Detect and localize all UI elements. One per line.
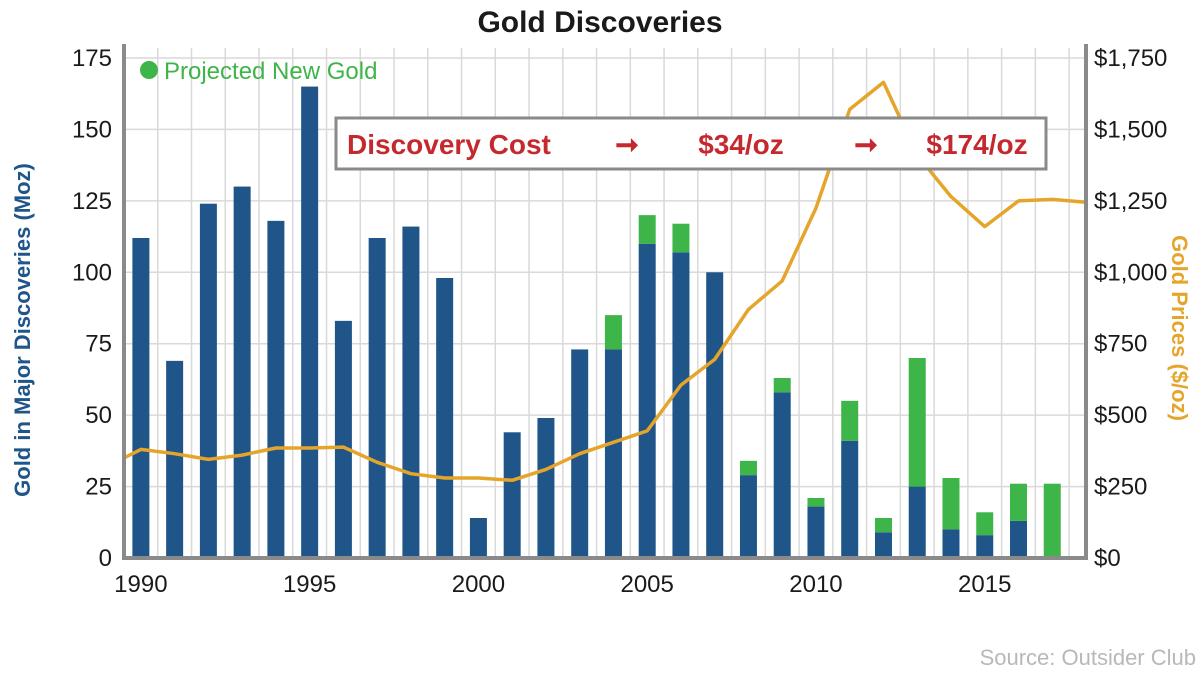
bar-major-discovery — [301, 86, 319, 559]
bar-projected-new-gold — [672, 223, 690, 253]
bar-projected-new-gold — [874, 518, 892, 533]
bar-major-discovery — [638, 243, 656, 558]
bar-major-discovery — [267, 220, 285, 558]
annotation-value-1: $34/oz — [698, 129, 784, 160]
bars — [132, 86, 1061, 559]
bar-major-discovery — [874, 532, 892, 558]
left-tick-label: 175 — [72, 45, 112, 72]
right-axis-label: Gold Prices ($/oz) — [1167, 235, 1192, 421]
bar-projected-new-gold — [604, 315, 622, 350]
bar-major-discovery — [402, 226, 420, 559]
x-tick-label: 2005 — [620, 571, 673, 598]
right-axis-ticks: $0 $250 $500 $750 $1,000 $1,250 $1,500 $1,750 — [1094, 45, 1167, 572]
right-tick-label: $0 — [1094, 545, 1121, 572]
bar-major-discovery — [908, 486, 926, 558]
bar-major-discovery — [132, 238, 150, 558]
source-note: Source: Outsider Club — [980, 645, 1196, 670]
bar-projected-new-gold — [841, 400, 859, 441]
bar-projected-new-gold — [739, 460, 757, 476]
right-tick-label: $1,500 — [1094, 116, 1167, 143]
right-tick-label: $750 — [1094, 331, 1147, 358]
bar-major-discovery — [503, 432, 521, 558]
left-tick-label: 100 — [72, 259, 112, 286]
legend-label-projected: Projected New Gold — [164, 58, 377, 85]
bar-major-discovery — [1009, 520, 1027, 558]
right-tick-label: $250 — [1094, 474, 1147, 501]
bar-projected-new-gold — [807, 498, 825, 507]
bar-major-discovery — [537, 418, 555, 558]
left-tick-label: 75 — [85, 331, 112, 358]
annotation-label: Discovery Cost — [347, 129, 551, 160]
left-tick-label: 150 — [72, 116, 112, 143]
left-tick-label: 25 — [85, 474, 112, 501]
right-tick-label: $1,250 — [1094, 188, 1167, 215]
x-tick-label: 1995 — [283, 571, 336, 598]
annotation-arrow-2: ➞ — [854, 129, 877, 160]
bar-major-discovery — [841, 440, 859, 558]
bar-projected-new-gold — [908, 358, 926, 487]
bar-projected-new-gold — [942, 478, 960, 530]
bar-major-discovery — [672, 252, 690, 559]
annotation-box — [334, 116, 1048, 171]
x-tick-label: 2000 — [452, 571, 505, 598]
bar-major-discovery — [233, 186, 251, 559]
bar-major-discovery — [807, 506, 825, 558]
bar-projected-new-gold — [1009, 483, 1027, 521]
right-tick-label: $1,000 — [1094, 259, 1167, 286]
bar-projected-new-gold — [638, 215, 656, 244]
bar-major-discovery — [604, 349, 622, 558]
x-axis-ticks: 1990 1995 2000 2005 2010 2015 — [114, 571, 1011, 598]
legend-marker-projected — [140, 61, 158, 79]
discovery-cost-annotation: Discovery Cost ➞ $34/oz ➞ $174/oz — [334, 116, 1048, 171]
bar-projected-new-gold — [976, 512, 994, 536]
bar-projected-new-gold — [773, 378, 791, 393]
x-tick-label: 2015 — [958, 571, 1011, 598]
x-tick-label: 2010 — [789, 571, 842, 598]
bar-major-discovery — [976, 535, 994, 558]
right-tick-label: $500 — [1094, 402, 1147, 429]
left-tick-label: 125 — [72, 188, 112, 215]
left-tick-label: 0 — [99, 545, 112, 572]
bar-major-discovery — [706, 272, 724, 558]
chart-title: Gold Discoveries — [477, 6, 722, 39]
bar-major-discovery — [368, 238, 386, 558]
right-tick-label: $1,750 — [1094, 45, 1167, 72]
bar-major-discovery — [773, 392, 791, 558]
bar-major-discovery — [436, 278, 454, 558]
annotation-value-2: $174/oz — [926, 129, 1027, 160]
bar-major-discovery — [469, 518, 487, 558]
bar-major-discovery — [942, 529, 960, 558]
bar-major-discovery — [739, 475, 757, 558]
bar-major-discovery — [334, 320, 352, 558]
left-axis-ticks: 0 25 50 75 100 125 150 175 — [72, 45, 112, 572]
left-tick-label: 50 — [85, 402, 112, 429]
bar-major-discovery — [166, 360, 184, 558]
bar-projected-new-gold — [1043, 483, 1061, 558]
x-tick-label: 1990 — [114, 571, 167, 598]
axes — [122, 44, 1088, 560]
legend: Projected New Gold — [140, 58, 377, 85]
bar-major-discovery — [199, 203, 217, 558]
annotation-arrow-1: ➞ — [615, 129, 638, 160]
left-axis-label: Gold in Major Discoveries (Moz) — [10, 163, 35, 497]
